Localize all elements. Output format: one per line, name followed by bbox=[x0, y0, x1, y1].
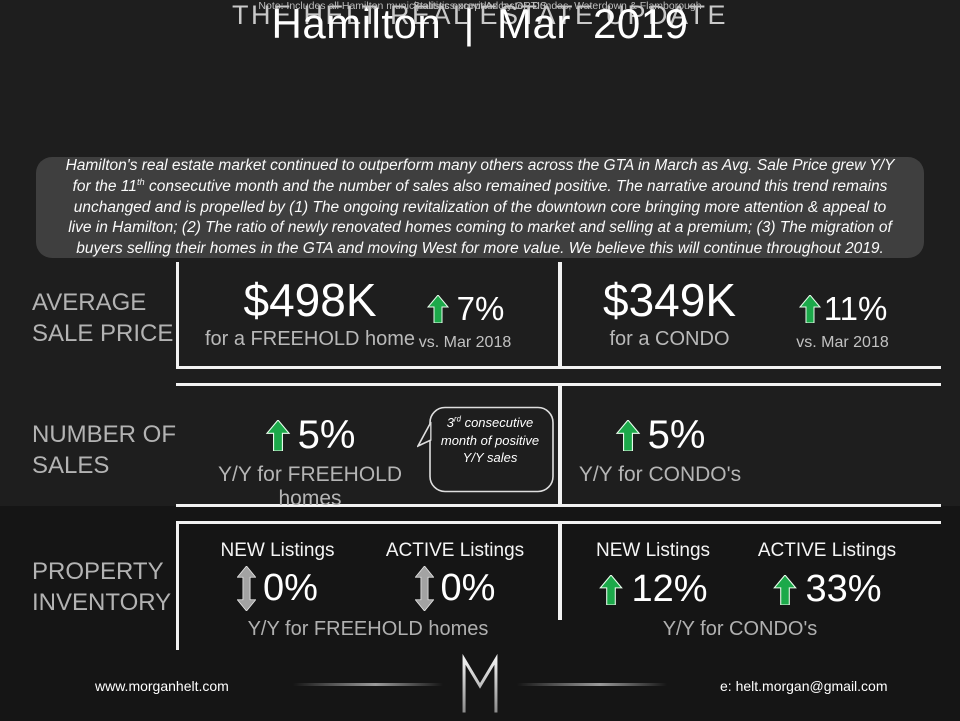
freehold-price-caption: for a FREEHOLD home bbox=[204, 328, 416, 351]
summary-superscript: th bbox=[136, 177, 145, 188]
condo-price-caption: for a CONDO bbox=[609, 328, 730, 351]
freehold-sales-change-value: 5% bbox=[297, 413, 356, 457]
footer-flourish-right bbox=[517, 683, 667, 686]
summary-box: Hamilton's real estate market continued … bbox=[36, 157, 924, 258]
divider-row2-top bbox=[176, 383, 941, 386]
condo-sales-change-value: 5% bbox=[647, 413, 706, 457]
freehold-price-change-value: 7% bbox=[456, 290, 505, 327]
condo-active-listings-change: 33% bbox=[805, 568, 882, 610]
divider-row1-bottom bbox=[176, 366, 941, 369]
freehold-price-change: 7% vs. Mar 2018 bbox=[405, 290, 525, 352]
condo-price-stat: $349K for a CONDO bbox=[567, 276, 772, 351]
freehold-new-listings-change: 0% bbox=[263, 567, 318, 609]
condo-new-listings-stat: NEW Listings 12% bbox=[580, 540, 726, 611]
condo-new-listings-change: 12% bbox=[631, 568, 708, 610]
divider-row3-center bbox=[558, 524, 562, 620]
divider-row3-top bbox=[176, 521, 941, 524]
summary-part2: consecutive month and the number of sale… bbox=[68, 178, 892, 257]
header-note-2: Statistics provided by ORTIS bbox=[412, 0, 548, 12]
callout-bubble: 3rd consecutive month of positive Y/Y sa… bbox=[416, 406, 555, 494]
condo-inventory-caption: Y/Y for CONDO's bbox=[662, 618, 818, 640]
up-down-arrow-icon bbox=[414, 566, 434, 611]
condo-active-listings-stat: ACTIVE Listings 33% bbox=[754, 540, 900, 611]
condo-price-value: $349K bbox=[602, 274, 736, 326]
condo-new-listings-label: NEW Listings bbox=[595, 540, 711, 561]
condo-sales-stat: 5% Y/Y for CONDO's bbox=[565, 413, 755, 487]
footer-website: www.morganhelt.com bbox=[95, 678, 229, 694]
freehold-sales-caption: Y/Y for FREEHOLD homes bbox=[218, 463, 402, 510]
footer-flourish-left bbox=[293, 683, 443, 686]
freehold-active-listings-change: 0% bbox=[440, 567, 496, 609]
summary-part1: Hamilton's real estate market continued … bbox=[65, 156, 895, 196]
divider-row2-center bbox=[558, 386, 562, 504]
freehold-active-listings-stat: ACTIVE Listings 0% bbox=[382, 540, 528, 611]
divider-row1-center bbox=[558, 262, 562, 366]
up-arrow-icon bbox=[426, 295, 449, 323]
freehold-new-listings-label: NEW Listings bbox=[220, 540, 335, 561]
avg-sale-price-label: AVERAGE SALE PRICE bbox=[32, 289, 174, 347]
freehold-active-listings-label: ACTIVE Listings bbox=[385, 540, 525, 561]
callout-part1: 3 bbox=[446, 415, 455, 430]
divider-row2-bottom bbox=[176, 504, 941, 507]
condo-price-change: 11% vs. Mar 2018 bbox=[780, 290, 905, 352]
mh-monogram-icon bbox=[462, 653, 498, 713]
speech-bubble-outline bbox=[416, 406, 554, 493]
freehold-inventory-caption: Y/Y for FREEHOLD homes bbox=[247, 618, 489, 640]
up-down-arrow-icon bbox=[237, 566, 257, 611]
divider-row1-left bbox=[176, 262, 179, 369]
condo-active-listings-label: ACTIVE Listings bbox=[757, 540, 897, 561]
freehold-price-stat: $498K for a FREEHOLD home bbox=[200, 276, 420, 351]
summary-text: Hamilton's real estate market continued … bbox=[62, 156, 898, 259]
header-note-1: Note: Includes all Hamilton municipaliti… bbox=[258, 0, 702, 12]
condo-sales-caption: Y/Y for CONDO's bbox=[578, 463, 742, 486]
up-arrow-icon bbox=[599, 574, 624, 605]
page-subtitle: Hamilton | Mar 2019 bbox=[271, 0, 689, 47]
condo-price-change-caption: vs. Mar 2018 bbox=[796, 334, 889, 351]
callout-superscript: rd bbox=[454, 414, 461, 424]
up-arrow-icon bbox=[798, 295, 821, 323]
number-of-sales-label: NUMBER OF SALES bbox=[32, 421, 176, 479]
mh-logo bbox=[456, 653, 504, 721]
divider-row3-left bbox=[176, 524, 179, 650]
property-inventory-label: PROPERTY INVENTORY bbox=[32, 558, 172, 616]
callout-part2: consecutive month of positive Y/Y sales bbox=[440, 415, 540, 466]
condo-price-change-value: 11% bbox=[823, 290, 888, 327]
footer-email: e: helt.morgan@gmail.com bbox=[720, 678, 888, 694]
up-arrow-icon bbox=[265, 420, 290, 451]
callout-text: 3rd consecutive month of positive Y/Y sa… bbox=[431, 414, 549, 467]
freehold-new-listings-stat: NEW Listings 0% bbox=[205, 540, 350, 611]
freehold-sales-stat: 5% Y/Y for FREEHOLD homes bbox=[190, 413, 430, 511]
freehold-price-value: $498K bbox=[243, 274, 377, 326]
up-arrow-icon bbox=[615, 420, 640, 451]
page-title: THE HELT REAL ESTATE UPDATE bbox=[231, 0, 729, 30]
freehold-price-change-caption: vs. Mar 2018 bbox=[418, 334, 512, 351]
up-arrow-icon bbox=[773, 574, 798, 605]
